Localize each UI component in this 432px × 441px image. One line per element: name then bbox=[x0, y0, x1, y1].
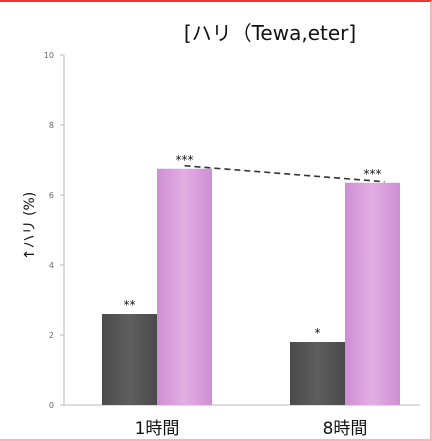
bar-s1-c1 bbox=[345, 182, 400, 405]
y-axis-label: ↑ハリ (%) bbox=[22, 192, 38, 260]
bar-s0-c1 bbox=[290, 342, 345, 405]
bar-s1-c0 bbox=[157, 168, 212, 405]
y-tick-label: 4 bbox=[49, 261, 54, 270]
x-category-label: 8時間 bbox=[323, 419, 368, 439]
y-tick-label: 10 bbox=[44, 51, 54, 60]
y-tick-label: 8 bbox=[49, 121, 54, 130]
y-tick-label: 6 bbox=[49, 191, 54, 200]
significance-annotation: *** bbox=[176, 153, 194, 167]
y-tick-label: 2 bbox=[49, 331, 54, 340]
significance-annotation: * bbox=[315, 326, 321, 340]
y-tick-label: 0 bbox=[49, 401, 54, 410]
significance-annotation: ** bbox=[124, 298, 136, 312]
x-category-label: 1時間 bbox=[135, 419, 180, 439]
bar-s0-c0 bbox=[102, 314, 157, 405]
significance-annotation: *** bbox=[364, 167, 382, 181]
chart-title: [ハリ（Tewa,eter] bbox=[184, 21, 356, 45]
trend-line bbox=[184, 164, 385, 183]
